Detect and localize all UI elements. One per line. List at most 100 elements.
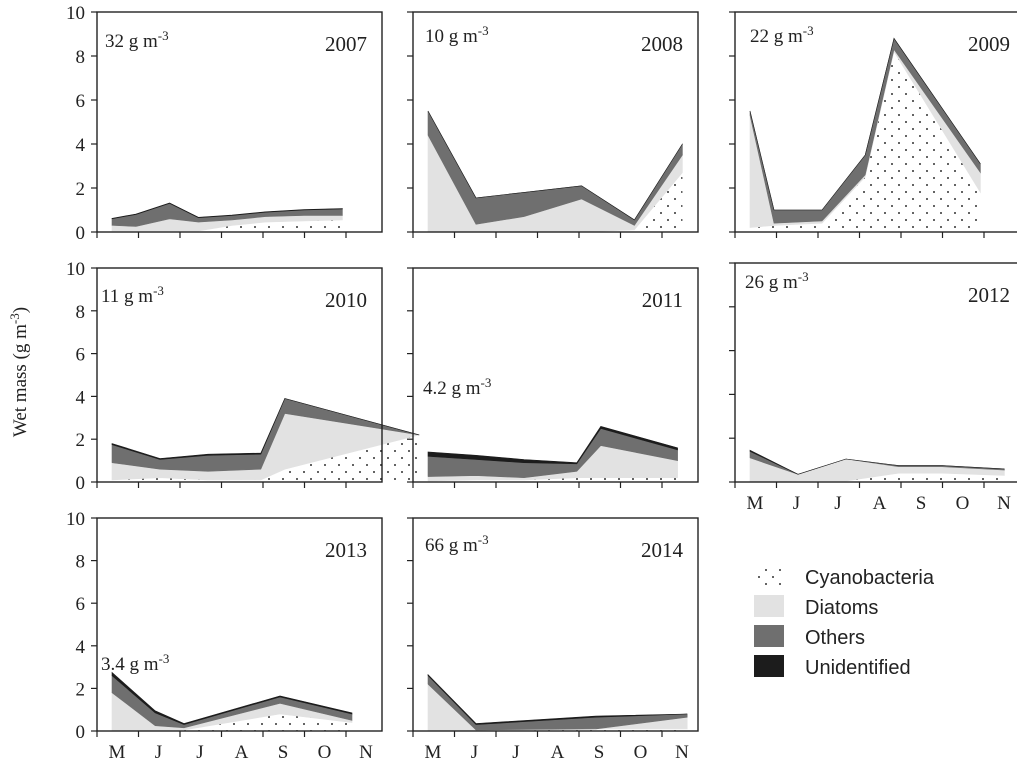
x-tick-label: O: [318, 742, 332, 763]
x-tick-label: J: [155, 742, 162, 763]
legend-swatch: [754, 595, 784, 617]
panel-2013: 0 2 4 6 8 10 M J J A S O N 2013 3.4 g m-3: [66, 509, 383, 763]
panel-frame: [412, 267, 699, 483]
panel-title: 2010: [325, 288, 367, 312]
area-unid-2012: [749, 449, 1005, 475]
area-unid-2011: [427, 426, 678, 465]
x-tick-label: J: [834, 493, 841, 514]
panel-annotation: 4.2 g m-3: [423, 375, 491, 399]
legend-swatch: [754, 625, 784, 647]
panel-2014: M J J A S O N 2014 66 g m-3: [407, 517, 699, 763]
panel-frame: [734, 262, 1017, 483]
panel-title: 2014: [641, 538, 684, 562]
y-tick-label: 4: [76, 135, 86, 156]
panel-title: 2011: [642, 288, 683, 312]
panel-2012: M J J A S O N 2012 26 g m-3: [729, 262, 1017, 514]
area-cyano-2012: [750, 473, 1005, 482]
legend-swatch: [754, 655, 784, 677]
x-tick-label: S: [916, 493, 927, 514]
panel-frame: [412, 517, 699, 732]
panel-title: 2009: [968, 32, 1010, 56]
legend-label: Cyanobacteria: [805, 567, 935, 589]
area-unid-2008: [427, 110, 683, 221]
area-cyano-2007: [112, 219, 343, 232]
x-tick-label: S: [594, 742, 605, 763]
x-tick-label: N: [997, 493, 1011, 514]
x-tick-label: J: [196, 742, 203, 763]
panel-2007: 0 2 4 6 8 10 2007 32 g m-3: [66, 3, 383, 244]
y-tick-label: 2: [76, 430, 86, 451]
y-tick-label: 6: [76, 594, 86, 615]
panel-title: 2008: [641, 32, 683, 56]
legend-item-diatoms: Diatoms: [754, 595, 878, 619]
x-tick-label: A: [235, 742, 249, 763]
y-tick-label: 0: [76, 473, 86, 494]
y-tick-label: 4: [76, 637, 86, 658]
x-tick-label: A: [873, 493, 887, 514]
legend: Cyanobacteria Diatoms Others Unidentified: [754, 565, 935, 679]
legend-label: Others: [805, 627, 865, 649]
y-tick-label: 2: [76, 179, 86, 200]
panel-title: 2007: [325, 32, 367, 56]
x-tick-label: A: [551, 742, 565, 763]
panel-annotation: 22 g m-3: [750, 23, 814, 47]
panel-annotation: 32 g m-3: [105, 28, 169, 52]
x-tick-label: N: [359, 742, 373, 763]
area-cyano-2008: [428, 172, 683, 232]
legend-item-unid: Unidentified: [754, 655, 911, 679]
panel-2009: 2009 22 g m-3: [729, 11, 1017, 238]
y-tick-label: 2: [76, 679, 86, 700]
area-cyano-2011: [428, 477, 678, 482]
x-tick-label: M: [109, 742, 126, 763]
x-tick-label: M: [425, 742, 442, 763]
panel-frame: [96, 517, 383, 732]
y-tick-label: 8: [76, 552, 86, 573]
panel-annotation: 10 g m-3: [425, 23, 489, 47]
y-tick-label: 8: [76, 302, 86, 323]
legend-label: Unidentified: [805, 657, 911, 679]
legend-item-others: Others: [754, 625, 865, 649]
y-tick-label: 0: [76, 722, 86, 743]
x-tick-label: J: [512, 742, 519, 763]
panel-title: 2012: [968, 283, 1010, 307]
panel-2010: 0 2 4 6 8 10 2010 11 g m-3: [66, 259, 420, 494]
x-tick-label: S: [278, 742, 289, 763]
panel-annotation: 11 g m-3: [101, 283, 164, 307]
y-tick-label: 6: [76, 345, 86, 366]
area-cyano-2010: [112, 434, 420, 482]
area-unid-2010: [111, 398, 420, 460]
x-tick-label: O: [634, 742, 648, 763]
y-tick-label: 10: [66, 3, 85, 24]
panel-frame: [734, 11, 1017, 233]
x-tick-label: J: [793, 493, 800, 514]
panel-2008: 2008 10 g m-3: [407, 11, 699, 238]
area-cyano-2009: [750, 51, 981, 232]
panel-annotation: 26 g m-3: [745, 269, 809, 293]
y-tick-label: 0: [76, 223, 86, 244]
y-tick-label: 8: [76, 47, 86, 68]
legend-label: Diatoms: [805, 597, 878, 619]
area-cyano-2013: [112, 714, 352, 731]
legend-item-cyano: Cyanobacteria: [754, 565, 935, 589]
panel-frame: [96, 267, 383, 483]
panel-frame: [96, 11, 383, 233]
y-tick-label: 4: [76, 387, 86, 408]
y-tick-label: 6: [76, 91, 86, 112]
panel-2011: 2011 4.2 g m-3: [407, 267, 699, 488]
x-tick-label: J: [471, 742, 478, 763]
y-tick-label: 10: [66, 259, 85, 280]
y-axis-label: Wet mass (g m-3): [7, 307, 31, 437]
panel-annotation: 3.4 g m-3: [101, 651, 169, 675]
area-unid-2013: [111, 671, 353, 725]
area-unid-2009: [749, 37, 981, 211]
panel-frame: [412, 11, 699, 233]
area-unid-2014: [427, 673, 688, 725]
y-tick-label: 10: [66, 509, 85, 530]
panel-annotation: 66 g m-3: [425, 532, 489, 556]
legend-swatch: [754, 565, 784, 587]
x-tick-label: O: [956, 493, 970, 514]
panel-title: 2013: [325, 538, 367, 562]
x-tick-label: N: [675, 742, 689, 763]
